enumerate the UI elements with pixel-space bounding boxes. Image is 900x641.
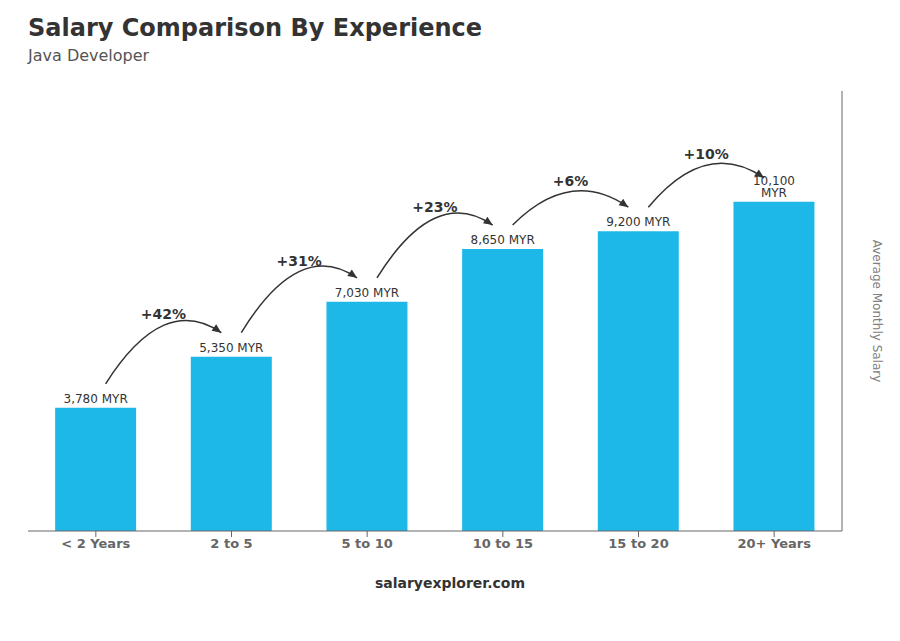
svg-text:8,650 MYR: 8,650 MYR [471,233,535,247]
svg-text:20+ Years: 20+ Years [737,536,811,551]
svg-text:5,350 MYR: 5,350 MYR [199,341,263,355]
html-text:Salary Comparison By Experienc: Salary Comparison By Experience [28,14,483,42]
html-text:salaryexplorer.com: salaryexplorer.com [374,575,526,591]
html-text:Java Developer: Java Developer [28,46,150,65]
svg-text:< 2 Years: < 2 Years [61,536,130,551]
svg-text:3,780 MYR: 3,780 MYR [64,392,128,406]
svg-text:+31%: +31% [277,253,322,269]
svg-text:5 to 10: 5 to 10 [341,536,392,551]
svg-text:10 to 15: 10 to 15 [473,536,533,551]
svg-text:10,100MYR: 10,100MYR [753,174,795,200]
svg-text:7,030 MYR: 7,030 MYR [335,286,399,300]
svg-text:9,200 MYR: 9,200 MYR [606,215,670,229]
svg-text:Average Monthly Salary: Average Monthly Salary [870,240,884,383]
svg-text:+23%: +23% [412,199,457,215]
svg-text:2 to 5: 2 to 5 [210,536,252,551]
svg-text:+42%: +42% [141,306,186,322]
svg-text:+10%: +10% [684,146,729,162]
svg-text:+6%: +6% [553,173,589,189]
svg-text:15 to 20: 15 to 20 [608,536,668,551]
